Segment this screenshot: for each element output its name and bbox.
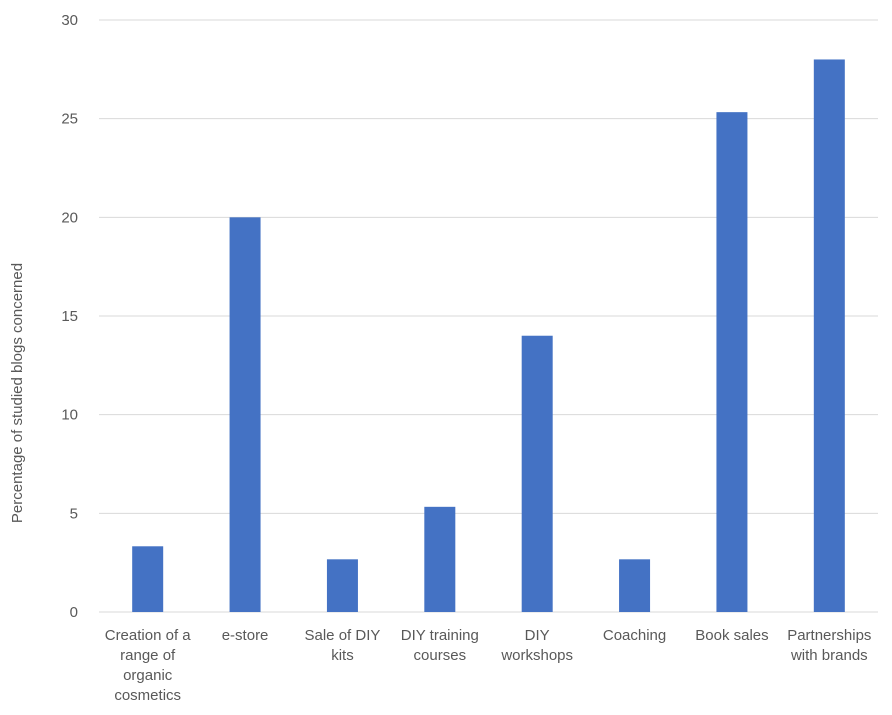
bar (132, 546, 164, 612)
x-tick-label: Creation of a range of organic cosmetics (105, 627, 192, 704)
x-tick-label: DIY training courses (401, 627, 479, 664)
bar (716, 112, 748, 612)
x-tick-label: Partnerships with brands (787, 627, 871, 664)
x-axis-ticks: Creation of a range of organic cosmetics e-s… (105, 627, 872, 704)
x-tick-label: Book sales (695, 627, 768, 644)
gridlines (99, 19, 878, 613)
y-tick-label: 10 (61, 407, 78, 424)
y-tick-label: 20 (61, 209, 78, 226)
x-tick-label: Coaching (603, 627, 666, 644)
y-axis-ticks: 0 5 10 15 20 25 30 (61, 12, 78, 621)
x-tick-label: e-store (222, 627, 269, 644)
x-tick-label: Sale of DIY kits (305, 627, 381, 664)
bar (424, 506, 456, 612)
bar (619, 559, 651, 612)
bar (326, 559, 358, 612)
x-tick-label: DIY workshops (500, 627, 573, 664)
y-tick-label: 15 (61, 308, 78, 325)
y-tick-label: 5 (70, 505, 78, 522)
bar (521, 335, 553, 612)
bar (229, 217, 261, 613)
y-tick-label: 25 (61, 111, 78, 128)
bars (132, 59, 845, 613)
bar (813, 59, 845, 612)
y-axis-title: Percentage of studied blogs concerned (9, 263, 26, 523)
y-tick-label: 0 (70, 604, 78, 621)
y-tick-label: 30 (61, 12, 78, 29)
